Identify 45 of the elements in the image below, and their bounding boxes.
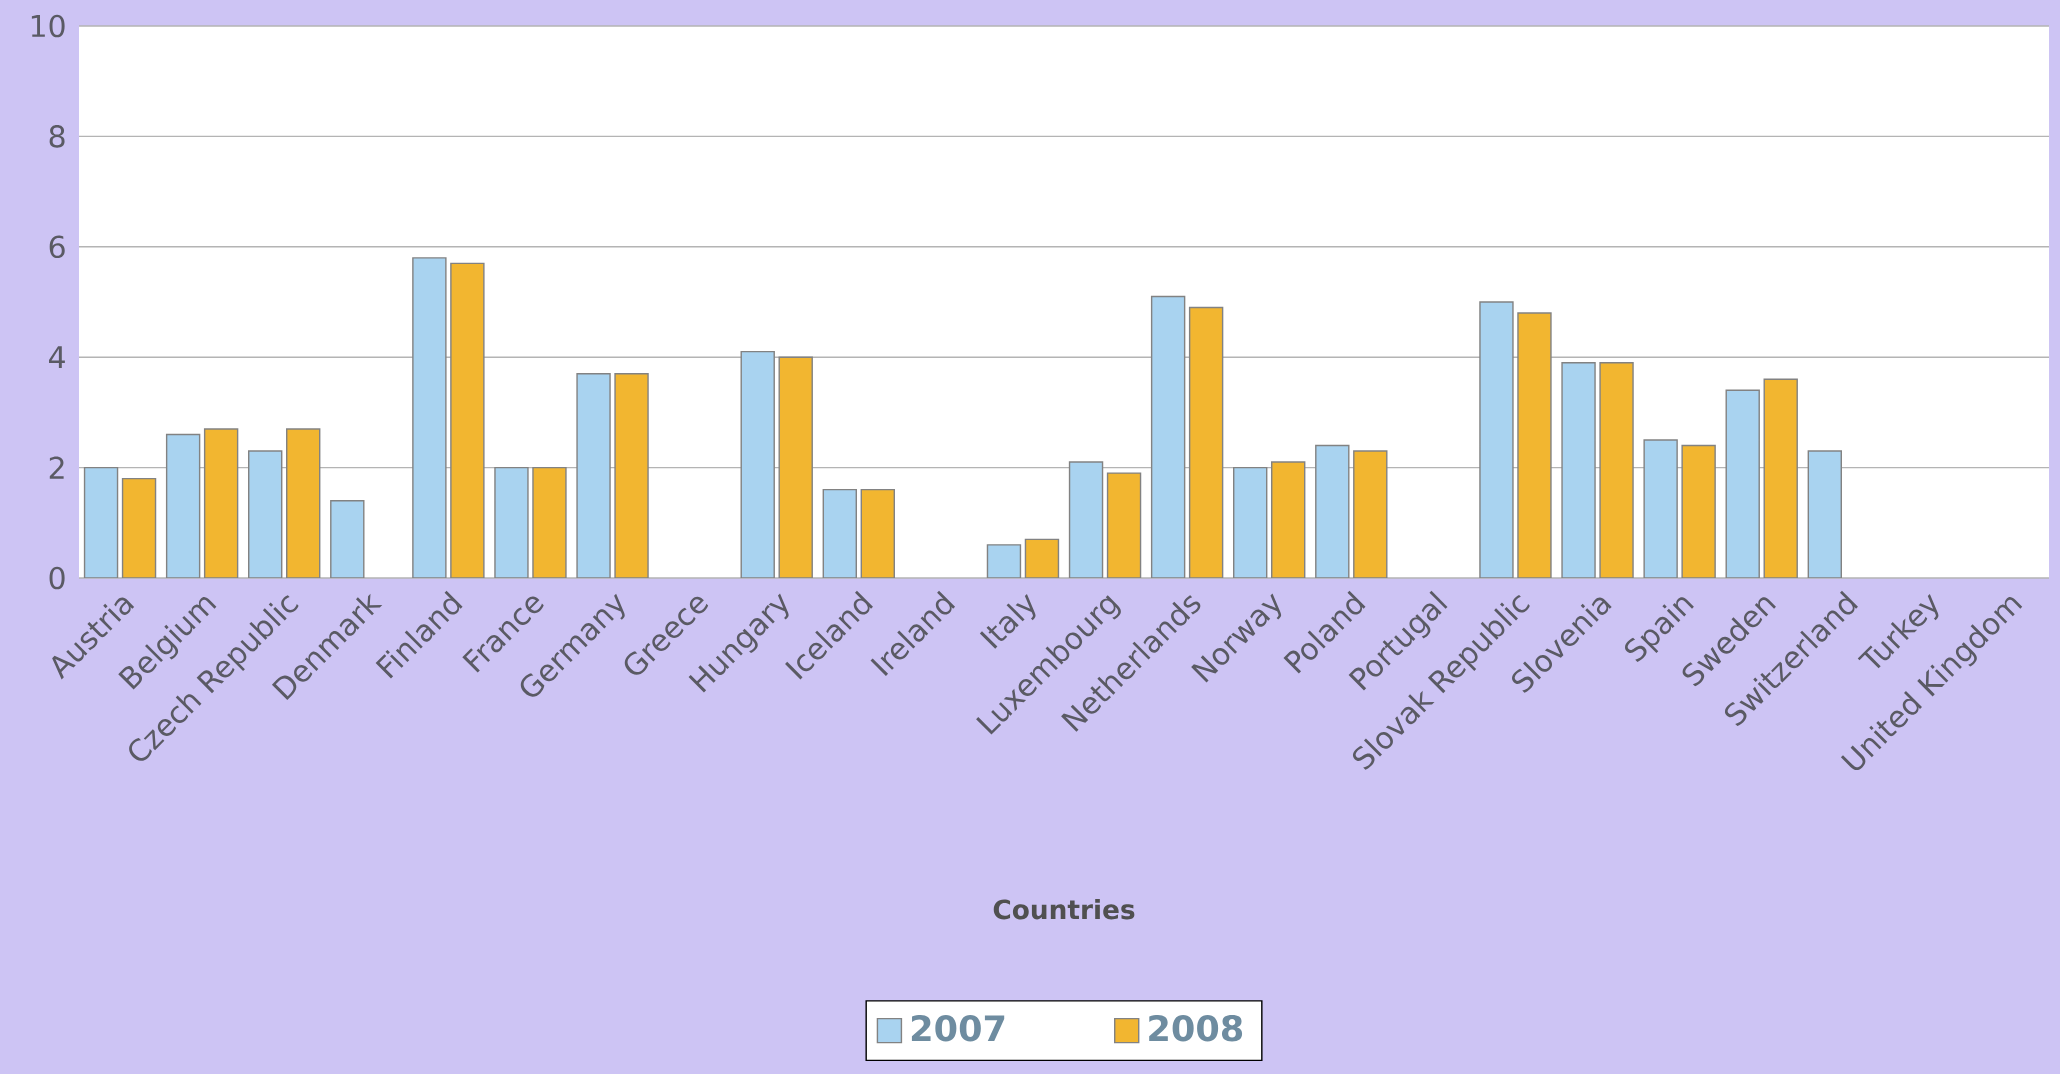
- bar: [121, 477, 157, 578]
- legend-label: 2007: [911, 1014, 1005, 1042]
- bar: [860, 488, 896, 578]
- bar: [986, 544, 1022, 578]
- y-tick-label: 4: [49, 346, 65, 369]
- bar: [1315, 444, 1350, 578]
- legend-label: 2008: [1149, 1014, 1243, 1042]
- bar: [286, 428, 321, 578]
- bar: [330, 499, 365, 578]
- bar: [165, 433, 201, 578]
- bar: [1271, 461, 1306, 578]
- bar: [248, 450, 283, 578]
- bar: [1024, 538, 1060, 578]
- y-tick-label: 0: [49, 566, 65, 590]
- bar: [83, 466, 119, 578]
- bar: [1479, 301, 1514, 578]
- bar: [450, 262, 485, 578]
- bar: [1561, 362, 1596, 578]
- bar: [1068, 461, 1104, 578]
- y-tick-label: 6: [49, 235, 65, 259]
- bar: [1233, 466, 1268, 578]
- bar: [494, 466, 529, 578]
- y-tick-label: 2: [49, 456, 64, 479]
- bar: [1353, 450, 1388, 578]
- bar: [1106, 472, 1142, 578]
- bar: [576, 373, 611, 578]
- bar: [532, 466, 567, 578]
- bar: [1188, 306, 1224, 578]
- bar: [1150, 295, 1186, 578]
- x-axis-title: Countries: [993, 899, 1135, 920]
- bar: [778, 356, 813, 578]
- bar: [1599, 362, 1634, 578]
- bar: [1517, 312, 1552, 578]
- bar: [203, 428, 239, 578]
- bar: [1725, 389, 1760, 578]
- y-tick-label: 10: [31, 14, 65, 38]
- bar: [412, 257, 447, 578]
- bar: [740, 350, 775, 578]
- bar: [1763, 378, 1798, 578]
- bar: [1643, 439, 1678, 578]
- bar: [1681, 444, 1716, 578]
- bar: [614, 373, 649, 578]
- bar: [1807, 450, 1842, 578]
- bar: [822, 488, 858, 578]
- y-tick-label: 8: [49, 125, 65, 148]
